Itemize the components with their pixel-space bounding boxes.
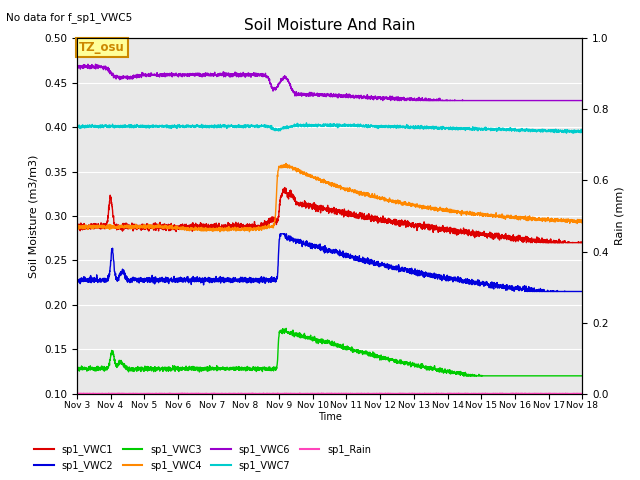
Y-axis label: Soil Moisture (m3/m3): Soil Moisture (m3/m3) — [28, 154, 38, 278]
Text: No data for f_sp1_VWC5: No data for f_sp1_VWC5 — [6, 12, 132, 23]
Y-axis label: Rain (mm): Rain (mm) — [614, 187, 624, 245]
X-axis label: Time: Time — [317, 412, 342, 421]
Title: Soil Moisture And Rain: Soil Moisture And Rain — [244, 18, 415, 33]
Legend: sp1_VWC1, sp1_VWC2, sp1_VWC3, sp1_VWC4, sp1_VWC6, sp1_VWC7, sp1_Rain: sp1_VWC1, sp1_VWC2, sp1_VWC3, sp1_VWC4, … — [31, 441, 375, 475]
Text: TZ_osu: TZ_osu — [79, 41, 125, 54]
